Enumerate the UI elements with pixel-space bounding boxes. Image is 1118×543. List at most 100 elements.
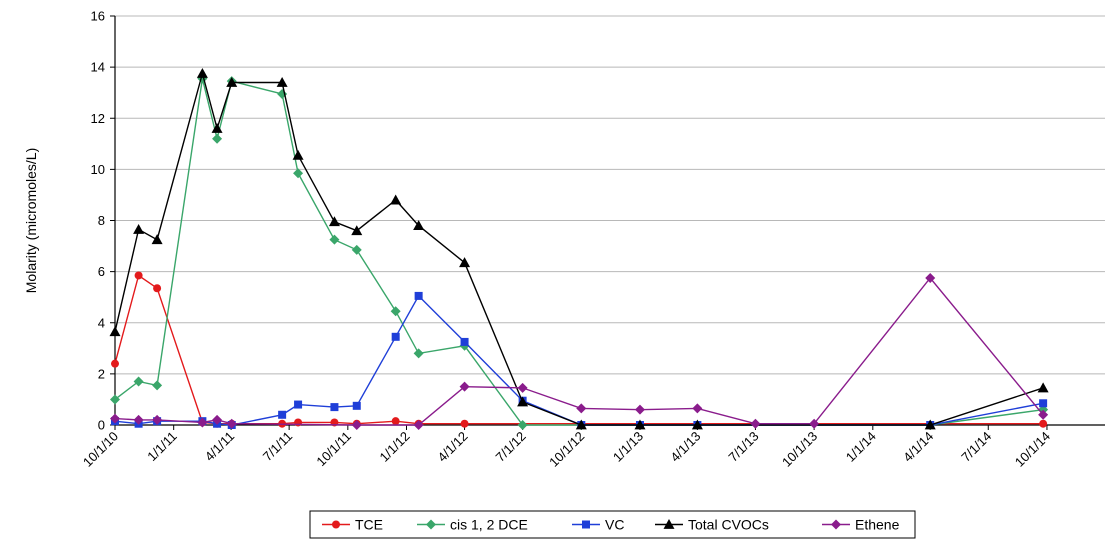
- legend-label: cis 1, 2 DCE: [450, 517, 528, 533]
- data-point-vc: [1039, 399, 1048, 408]
- series-tce: [111, 271, 1048, 428]
- legend-marker: [426, 519, 436, 530]
- data-point-vc: [460, 337, 469, 346]
- y-tick-label: 8: [98, 213, 105, 228]
- x-tick-label: 4/1/12: [435, 429, 471, 465]
- y-tick-label: 10: [91, 162, 105, 177]
- data-point-vc: [294, 400, 303, 409]
- legend-item-tce: TCE: [322, 517, 383, 533]
- data-point-cis-1-2-dce: [351, 244, 362, 255]
- data-point-tce: [111, 359, 119, 368]
- x-tick-label: 7/1/12: [493, 429, 529, 465]
- x-tick-label: 7/1/13: [725, 429, 761, 465]
- series-layer: [109, 68, 1049, 430]
- legend-item-total-cvocs: Total CVOCs: [655, 517, 769, 533]
- y-tick-label: 14: [91, 60, 105, 75]
- data-point-total-cvocs: [196, 68, 208, 78]
- data-point-ethene: [351, 420, 362, 430]
- data-point-cis-1-2-dce: [133, 376, 144, 387]
- data-point-cis-1-2-dce: [390, 306, 401, 317]
- y-tick-label: 0: [98, 418, 105, 433]
- x-tick-label: 10/1/10: [80, 429, 121, 470]
- data-point-cis-1-2-dce: [110, 394, 120, 405]
- x-tick-label: 7/1/11: [260, 429, 295, 464]
- data-point-ethene: [197, 417, 208, 428]
- series-line-cis-1-2-dce: [114, 78, 1044, 426]
- data-point-ethene: [692, 403, 703, 414]
- data-point-total-cvocs: [351, 225, 363, 236]
- x-tick-label: 1/1/13: [610, 429, 646, 465]
- y-axis-title: Molarity (micromoles/L): [23, 148, 39, 293]
- x-tick-label: 4/1/13: [667, 429, 703, 465]
- data-point-ethene: [152, 414, 163, 425]
- data-point-total-cvocs: [1037, 382, 1049, 393]
- legend-item-ethene: Ethene: [822, 517, 900, 533]
- legend-label: Ethene: [855, 517, 900, 533]
- data-point-vc: [414, 291, 423, 300]
- legend-label: TCE: [355, 517, 383, 533]
- x-tick-label: 10/1/12: [546, 429, 587, 470]
- data-point-tce: [134, 271, 143, 280]
- legend-marker: [582, 520, 590, 529]
- x-axis-ticks: 10/1/10 1/1/11 4/1/11 7/1/11 10/1/11 1/1/12 4/…: [80, 425, 1053, 470]
- data-point-tce: [1039, 419, 1048, 428]
- y-tick-label: 16: [91, 9, 105, 24]
- series-line-ethene: [114, 276, 1044, 426]
- x-tick-label: 7/1/14: [958, 429, 994, 465]
- legend-box: [309, 510, 916, 539]
- series-ethene: [110, 273, 1049, 430]
- legend-label: VC: [605, 517, 624, 533]
- legend-marker: [663, 519, 675, 529]
- x-tick-label: 1/1/11: [144, 429, 179, 464]
- data-point-cis-1-2-dce: [413, 348, 424, 359]
- legend: TCE cis 1, 2 DCE VC Total CVOCs Ethene: [309, 510, 916, 539]
- y-tick-label: 4: [98, 315, 105, 330]
- data-point-ethene: [133, 414, 144, 425]
- legend-label: Total CVOCs: [688, 517, 769, 533]
- data-point-vc: [352, 401, 361, 410]
- series-line-tce: [114, 274, 1044, 425]
- data-point-total-cvocs: [276, 76, 288, 87]
- x-tick-label: 10/1/13: [779, 429, 820, 470]
- data-point-ethene: [226, 418, 237, 429]
- data-point-total-cvocs: [575, 419, 587, 430]
- data-point-cis-1-2-dce: [517, 420, 528, 430]
- data-point-total-cvocs: [151, 234, 163, 245]
- data-point-ethene: [459, 381, 470, 392]
- x-tick-label: 10/1/14: [1012, 429, 1053, 470]
- data-point-ethene: [212, 414, 223, 425]
- data-point-vc: [391, 332, 400, 341]
- x-tick-label: 4/1/14: [900, 429, 936, 465]
- y-tick-label: 12: [91, 111, 105, 126]
- legend-item-cis-1-2-dce: cis 1, 2 DCE: [417, 517, 528, 533]
- data-point-total-cvocs: [517, 396, 529, 407]
- data-point-total-cvocs: [226, 76, 238, 87]
- data-point-total-cvocs: [133, 223, 145, 234]
- data-point-total-cvocs: [211, 122, 223, 133]
- data-point-cis-1-2-dce: [293, 168, 304, 179]
- data-point-cis-1-2-dce: [212, 133, 223, 144]
- x-tick-label: 4/1/11: [202, 429, 237, 464]
- data-point-cis-1-2-dce: [329, 234, 340, 245]
- data-point-ethene: [925, 273, 936, 284]
- data-point-vc: [278, 410, 287, 419]
- gridlines: [115, 15, 1105, 375]
- data-point-total-cvocs: [109, 326, 121, 337]
- y-tick-label: 2: [98, 366, 105, 381]
- series-total-cvocs: [109, 68, 1049, 430]
- data-point-cis-1-2-dce: [152, 380, 163, 391]
- x-tick-label: 1/1/12: [376, 429, 412, 465]
- data-point-total-cvocs: [459, 257, 471, 268]
- data-point-total-cvocs: [634, 419, 646, 430]
- data-point-tce: [153, 284, 162, 293]
- legend-marker: [831, 519, 841, 530]
- y-axis-ticks: 0 2 4 6 8 10 12 14 16: [91, 9, 115, 433]
- data-point-tce: [294, 418, 303, 427]
- data-point-ethene: [576, 403, 587, 414]
- series-cis-1-2-dce: [110, 73, 1049, 430]
- data-point-ethene: [413, 420, 424, 430]
- data-point-ethene: [1038, 409, 1049, 420]
- series-line-total-cvocs: [114, 70, 1044, 426]
- data-point-ethene: [517, 382, 528, 393]
